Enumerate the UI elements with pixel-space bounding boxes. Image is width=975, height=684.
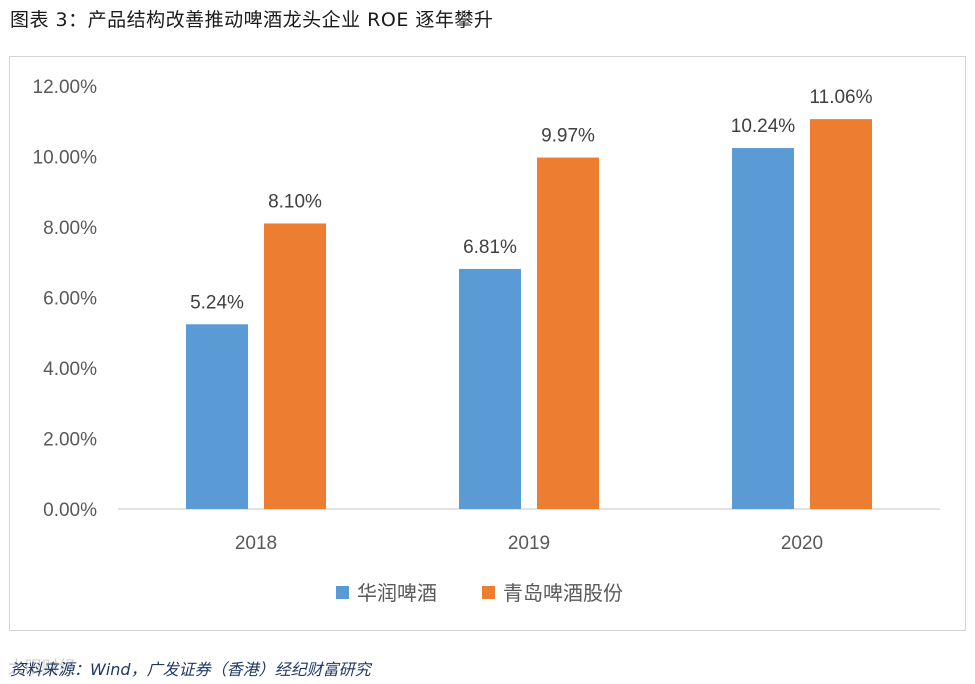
bar-series1-2020 xyxy=(732,148,794,510)
legend-swatch-1 xyxy=(336,586,349,599)
data-label: 9.97% xyxy=(541,126,595,147)
y-tick-label: 6.00% xyxy=(43,289,97,310)
bar-series2-2018 xyxy=(264,223,326,509)
data-label: 10.24% xyxy=(731,116,796,137)
y-tick-label: 12.00% xyxy=(33,77,98,98)
y-tick-label: 2.00% xyxy=(43,430,97,451)
bar-series2-2020 xyxy=(810,119,872,509)
y-tick-label: 0.00% xyxy=(43,500,97,521)
x-tick-label: 2020 xyxy=(781,533,823,554)
bar-series1-2019 xyxy=(459,268,521,509)
y-tick-label: 10.00% xyxy=(33,148,98,169)
figure-title: 图表 3：产品结构改善推动啤酒龙头企业 ROE 逐年攀升 xyxy=(10,9,494,31)
x-tick-label: 2019 xyxy=(508,533,550,554)
source-note: 资料来源：Wind，广发证券（香港）经纪财富研究 xyxy=(10,660,371,679)
bar-series1-2018 xyxy=(186,324,248,509)
y-tick-label: 4.00% xyxy=(43,359,97,380)
legend-label-1: 华润啤酒 xyxy=(357,581,437,605)
x-tick-label: 2018 xyxy=(235,533,277,554)
y-tick-label: 8.00% xyxy=(43,218,97,239)
data-label: 6.81% xyxy=(463,237,517,258)
legend-label-2: 青岛啤酒股份 xyxy=(503,581,623,605)
bar-series2-2019 xyxy=(537,157,599,509)
data-label: 11.06% xyxy=(809,87,872,108)
legend-swatch-2 xyxy=(482,586,495,599)
data-label: 5.24% xyxy=(190,292,244,313)
data-label: 8.10% xyxy=(268,191,322,212)
